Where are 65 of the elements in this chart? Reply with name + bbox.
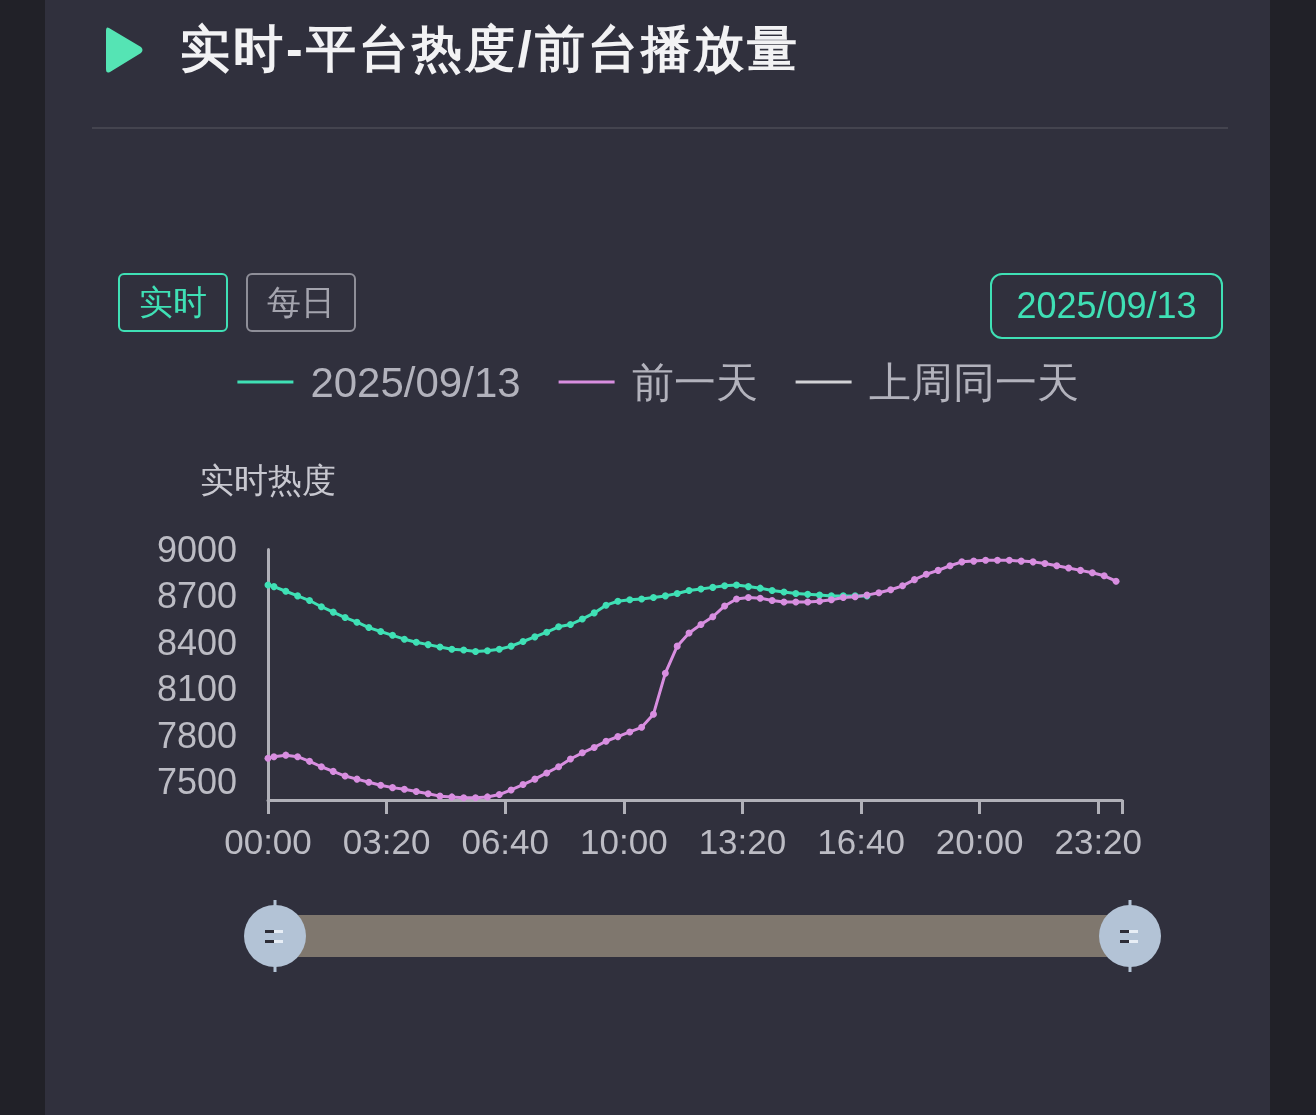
point bbox=[768, 586, 776, 594]
point bbox=[306, 597, 314, 605]
point bbox=[531, 633, 539, 641]
point bbox=[341, 614, 349, 622]
point bbox=[389, 631, 397, 639]
point bbox=[721, 582, 729, 590]
point bbox=[590, 609, 598, 617]
point bbox=[756, 584, 764, 592]
y-tick-label: 8700 bbox=[156, 575, 237, 617]
point bbox=[543, 628, 551, 636]
point bbox=[792, 590, 800, 598]
legend-label: 上周同一天 bbox=[868, 358, 1079, 406]
x-tick-label: 16:40 bbox=[817, 822, 905, 861]
point bbox=[329, 608, 337, 616]
x-tick-label: 00:00 bbox=[224, 822, 312, 861]
point bbox=[412, 638, 420, 646]
point bbox=[638, 595, 646, 603]
point bbox=[424, 641, 432, 649]
x-tick-label: 10:00 bbox=[580, 822, 668, 861]
point bbox=[709, 583, 717, 591]
point bbox=[353, 618, 361, 626]
point bbox=[365, 624, 373, 632]
x-tick-label: 20:00 bbox=[935, 822, 1024, 861]
point bbox=[472, 648, 480, 656]
point bbox=[270, 583, 278, 591]
point bbox=[733, 581, 741, 589]
x-tick-label: 13:20 bbox=[698, 822, 787, 861]
x-tick-label: 23:20 bbox=[1054, 822, 1143, 861]
chart-title: 实时-平台热度/前台播放量 bbox=[180, 20, 800, 79]
x-tick-label: 06:40 bbox=[461, 822, 550, 861]
y-tick-label: 8400 bbox=[156, 621, 237, 663]
point bbox=[460, 646, 468, 654]
point bbox=[673, 590, 681, 598]
y-tick-label: 8100 bbox=[156, 668, 237, 710]
legend-label: 2025/09/13 bbox=[310, 358, 521, 406]
y-tick-label: 7800 bbox=[156, 714, 237, 756]
text: 每日 bbox=[246, 273, 356, 332]
point bbox=[555, 623, 563, 631]
point bbox=[566, 621, 574, 628]
legend-label: 前一天 bbox=[631, 358, 758, 406]
point bbox=[294, 592, 302, 600]
point bbox=[282, 587, 290, 595]
point bbox=[483, 647, 491, 655]
point bbox=[519, 638, 527, 645]
point bbox=[377, 627, 385, 635]
text: 2025/09/13 bbox=[990, 273, 1223, 339]
point bbox=[317, 603, 325, 611]
point bbox=[661, 592, 669, 600]
point bbox=[744, 583, 752, 591]
point bbox=[578, 615, 586, 623]
y-tick-label: 7500 bbox=[156, 760, 237, 802]
point bbox=[495, 645, 503, 653]
y-tick-label: 9000 bbox=[156, 529, 237, 570]
point bbox=[400, 635, 408, 643]
point bbox=[816, 591, 824, 599]
point bbox=[507, 642, 515, 650]
point bbox=[626, 596, 634, 604]
x-tick-label: 03:20 bbox=[342, 822, 431, 861]
point bbox=[614, 597, 622, 605]
point bbox=[448, 645, 456, 653]
y-axis-title: 实时热度 bbox=[200, 460, 336, 499]
text: 实时 bbox=[118, 273, 228, 332]
point bbox=[649, 593, 657, 601]
point bbox=[804, 590, 812, 598]
point bbox=[685, 586, 693, 594]
